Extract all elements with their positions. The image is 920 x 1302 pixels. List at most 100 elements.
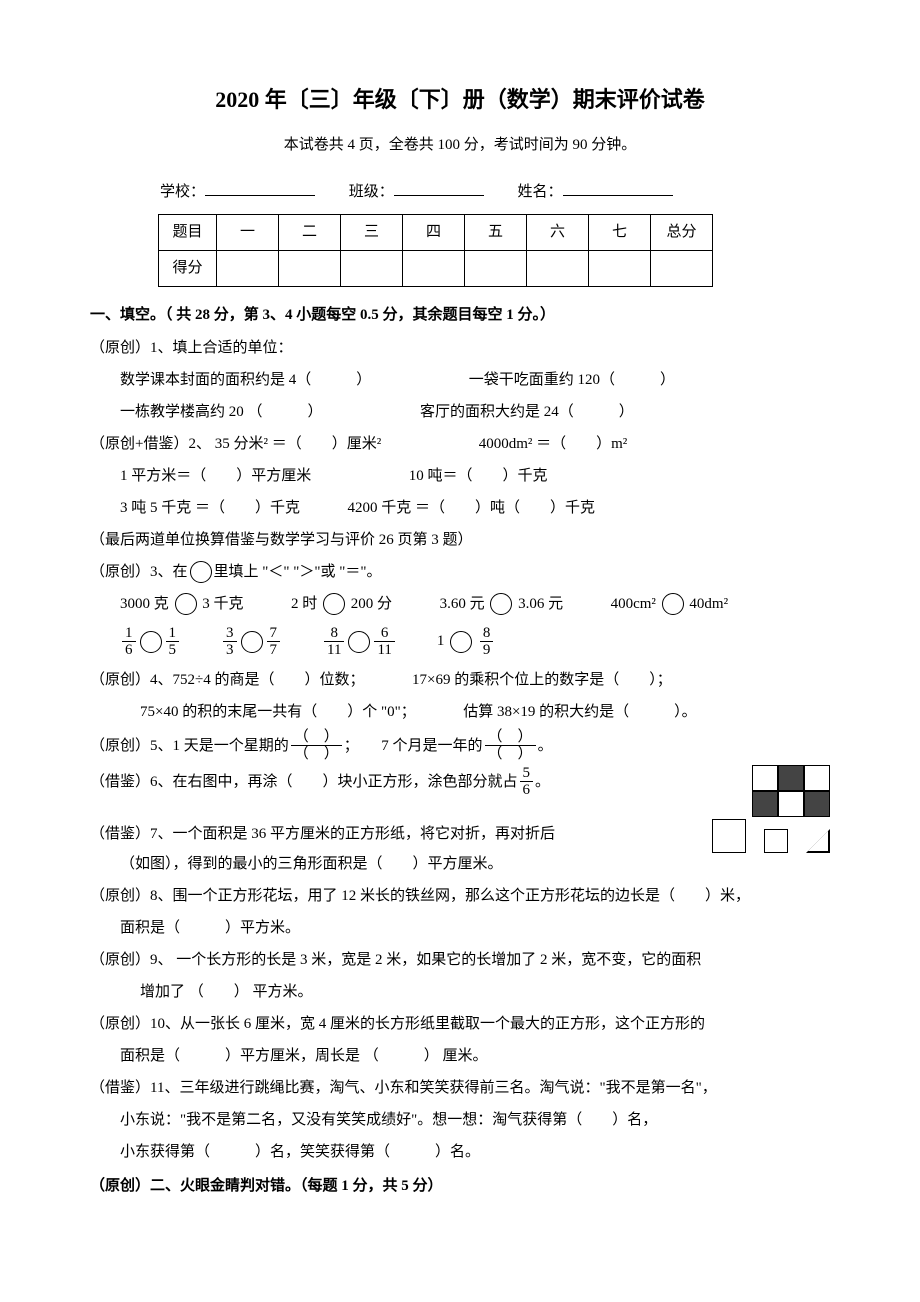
cmp-l: 2 时 [291, 596, 317, 612]
q10-l1: （原创）10、从一张长 6 厘米，宽 4 厘米的长方形纸里截取一个最大的正方形，… [90, 1009, 830, 1039]
q1-prefix: （原创）1、填上合适的单位： [90, 333, 830, 363]
table-row: 题目 一 二 三 四 五 六 七 总分 [159, 214, 713, 250]
table-cell: 四 [403, 214, 465, 250]
q3-line1: 3000 克 3 千克 2 时 200 分 3.60 元 3.06 元 400c… [90, 589, 830, 619]
q2-line: （原创+借鉴）2、 35 分米² ＝（ ）厘米² 4000dm² ＝（ ）m² [90, 429, 830, 459]
q6-frac: 56 [520, 765, 534, 799]
frac-num: 7 [267, 625, 281, 643]
q11-l2: 小东说："我不是第二名，又没有笑笑成绩好"。想一想：淘气获得第（ ）名， [90, 1105, 830, 1135]
frac-den: 3 [223, 642, 237, 659]
table-cell: 总分 [651, 214, 713, 250]
circle-icon [490, 593, 512, 615]
q2-prefix: （原创+借鉴）2、 35 分米² ＝（ ）厘米² [90, 436, 381, 452]
q3-prefix: （原创）3、在 [90, 564, 188, 580]
school-blank [205, 195, 315, 196]
table-cell: 题目 [159, 214, 217, 250]
circle-icon [450, 631, 472, 653]
frac-num: 1 [166, 625, 180, 643]
cmp-l: 400cm² [611, 596, 656, 612]
frac-compare: 811 611 [322, 625, 397, 659]
table-cell: 三 [341, 214, 403, 250]
q5-prefix: （原创）5、1 天是一个星期的 [90, 731, 289, 761]
cmp-l: 3.60 元 [440, 596, 485, 612]
circle-icon [323, 593, 345, 615]
q7-shapes-icon [712, 819, 830, 853]
table-cell [527, 250, 589, 286]
name-label: 姓名： [518, 184, 563, 200]
q11-l1: （借鉴）11、三年级进行跳绳比赛，淘气、小东和笑笑获得前三名。淘气说："我不是第… [90, 1073, 830, 1103]
q4-l1a: （原创）4、752÷4 的商是（ ）位数； [90, 672, 364, 688]
q3-frac-row: 16 15 33 77 811 611 1 89 [90, 625, 830, 659]
q2-l3a: 3 吨 5 千克 ＝（ ）千克 [120, 500, 300, 516]
frac-blank: （ ）（ ） [485, 729, 536, 763]
frac-num: 6 [374, 625, 394, 643]
q8-l2: 面积是（ ）平方米。 [90, 913, 830, 943]
table-cell [341, 250, 403, 286]
score-table: 题目 一 二 三 四 五 六 七 总分 得分 [158, 214, 713, 287]
frac-den: 6 [520, 782, 534, 799]
frac-num: 5 [520, 765, 534, 783]
frac-den: 6 [122, 642, 136, 659]
q2-l2b: 10 吨＝（ ）千克 [409, 468, 548, 484]
frac-plain: 1 [437, 628, 445, 655]
frac-den: 5 [166, 642, 180, 659]
table-cell [589, 250, 651, 286]
page-subtitle: 本试卷共 4 页，全卷共 100 分，考试时间为 90 分钟。 [90, 132, 830, 159]
q7-l1: （借鉴）7、一个面积是 36 平方厘米的正方形纸，将它对折，再对折后 [90, 819, 704, 849]
class-label: 班级： [349, 184, 394, 200]
q8-l1: （原创）8、围一个正方形花坛，用了 12 米长的铁丝网，那么这个正方形花坛的边长… [90, 881, 830, 911]
square-icon [712, 819, 746, 853]
name-blank [563, 195, 673, 196]
frac-compare: 33 77 [221, 625, 282, 659]
section-2-head: （原创）二、火眼金睛判对错。（每题 1 分，共 5 分） [90, 1173, 830, 1200]
table-cell: 一 [217, 214, 279, 250]
cmp-r: 40dm² [689, 596, 728, 612]
q4-line: （原创）4、752÷4 的商是（ ）位数； 17×69 的乘积个位上的数字是（ … [90, 665, 830, 695]
table-cell: 二 [279, 214, 341, 250]
table-cell: 七 [589, 214, 651, 250]
q11-l3: 小东获得第（ ）名，笑笑获得第（ ）名。 [90, 1137, 830, 1167]
q2-line: 3 吨 5 千克 ＝（ ）千克 4200 千克 ＝（ ）吨（ ）千克 [90, 493, 830, 523]
frac-num: 3 [223, 625, 237, 643]
q9-l1: （原创）9、 一个长方形的长是 3 米，宽是 2 米，如果它的长增加了 2 米，… [90, 945, 830, 975]
table-cell: 六 [527, 214, 589, 250]
q1-l1a: 数学课本封面的面积约是 4（ ） [120, 372, 371, 388]
q2-line: 1 平方米＝（ ）平方厘米 10 吨＝（ ）千克 [90, 461, 830, 491]
frac-den: 7 [267, 642, 281, 659]
q1-l1b: 一袋干吃面重约 120（ ） [469, 372, 675, 388]
q4-l1b: 17×69 的乘积个位上的数字是（ ）； [412, 672, 672, 688]
q4-l2b: 估算 38×19 的积大约是（ ）。 [463, 704, 696, 720]
q3-suffix: 里填上 "＜" "＞"或 "＝"。 [214, 564, 382, 580]
q5-end: 。 [538, 731, 553, 761]
square-icon [764, 829, 788, 853]
q10-l2: 面积是（ ）平方厘米，周长是 （ ） 厘米。 [90, 1041, 830, 1071]
table-cell: 五 [465, 214, 527, 250]
q4-line: 75×40 的积的末尾一共有（ ）个 "0"； 估算 38×19 的积大约是（ … [90, 697, 830, 727]
table-cell [465, 250, 527, 286]
q2-l3b: 4200 千克 ＝（ ）吨（ ）千克 [348, 500, 596, 516]
cmp-l: 3000 克 [120, 596, 169, 612]
circle-icon [241, 631, 263, 653]
frac-compare: 1 89 [437, 625, 496, 659]
section-1-head: 一、填空。（ 共 28 分，第 3、4 小题每空 0.5 分，其余题目每空 1 … [90, 302, 830, 329]
q6-text-a: （借鉴）6、在右图中，再涂（ ）块小正方形，涂色部分就占 [90, 767, 518, 797]
cmp-r: 200 分 [351, 596, 392, 612]
q6-grid-icon [752, 765, 830, 817]
cmp-r: 3 千克 [202, 596, 243, 612]
circle-icon [662, 593, 684, 615]
triangle-icon [806, 829, 830, 853]
circle-icon [175, 593, 197, 615]
q3-head: （原创）3、在 里填上 "＜" "＞"或 "＝"。 [90, 557, 830, 587]
q2-l2a: 1 平方米＝（ ）平方厘米 [120, 468, 311, 484]
table-cell [279, 250, 341, 286]
q2-b: 4000dm² ＝（ ）m² [479, 436, 628, 452]
class-blank [394, 195, 484, 196]
table-cell [403, 250, 465, 286]
circle-icon [140, 631, 162, 653]
q7: （借鉴）7、一个面积是 36 平方厘米的正方形纸，将它对折，再对折后 （如图），… [90, 819, 830, 879]
table-row: 得分 [159, 250, 713, 286]
q1-l2a: 一栋教学楼高约 20 （ ） [120, 404, 323, 420]
q6: （借鉴）6、在右图中，再涂（ ）块小正方形，涂色部分就占 56 。 [90, 765, 830, 817]
circle-icon [348, 631, 370, 653]
frac-den: 11 [324, 642, 344, 659]
